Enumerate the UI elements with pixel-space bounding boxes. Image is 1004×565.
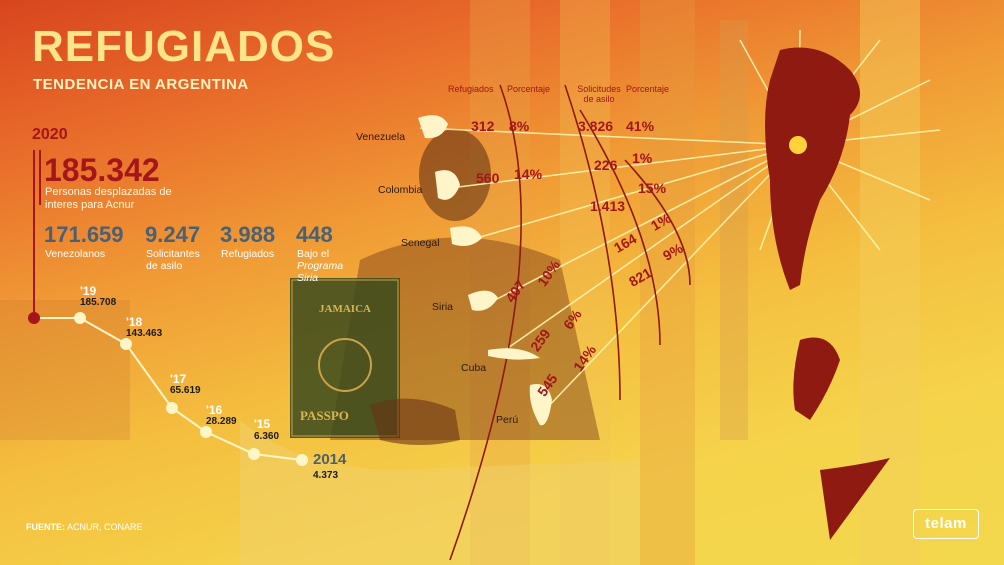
timeline-dot-2014 bbox=[296, 454, 308, 466]
telam-logo-text: telam bbox=[925, 515, 967, 532]
country-siria: Siria bbox=[432, 301, 454, 313]
timeline-value-2014: 4.373 bbox=[313, 470, 339, 481]
country-cuba: Cuba bbox=[461, 362, 487, 374]
source-label: FUENTE: bbox=[26, 522, 65, 532]
ref-pct-colombia: 14% bbox=[514, 166, 543, 182]
timeline-dot-2018 bbox=[120, 338, 132, 350]
source-note: FUENTE: ACNUR, CONARE bbox=[26, 522, 143, 532]
ref-venezuela: 312 bbox=[471, 118, 495, 134]
ref-pct-venezuela: 8% bbox=[509, 118, 530, 134]
sol-senegal: 1.413 bbox=[590, 198, 626, 214]
stat-label-refugiados: Refugiados bbox=[221, 248, 275, 260]
col-header-solicitudes: Solicitudes de asilo bbox=[577, 84, 621, 104]
cuba-shape bbox=[488, 348, 540, 360]
page-title: REFUGIADOS bbox=[32, 22, 336, 71]
timeline-value-2017: 65.619 bbox=[170, 385, 201, 396]
venezuela-shape bbox=[418, 115, 448, 139]
summary-total-desc: Personas desplazadas de interes para Acn… bbox=[45, 186, 172, 211]
summary-year: 2020 bbox=[32, 126, 68, 143]
stat-value-refugiados: 3.988 bbox=[220, 222, 276, 247]
ref-colombia: 560 bbox=[476, 170, 500, 186]
timeline-line bbox=[33, 292, 303, 461]
sun-icon bbox=[789, 136, 807, 154]
arc-lines bbox=[449, 84, 691, 561]
colombia-shape bbox=[435, 170, 460, 200]
timeline-year-2014: 2014 bbox=[313, 451, 347, 468]
passport-country: JAMAICA bbox=[319, 303, 371, 315]
timeline-dot-2020 bbox=[28, 312, 40, 324]
summary-total: 185.342 bbox=[44, 152, 160, 188]
argentina-map bbox=[765, 47, 860, 290]
stat-value-venezolanos: 171.659 bbox=[44, 222, 124, 247]
stat-value-siria: 448 bbox=[296, 222, 333, 247]
timeline-value-2016: 28.289 bbox=[206, 416, 237, 427]
timeline-dot-2017 bbox=[166, 402, 178, 414]
antarctica-map bbox=[820, 458, 890, 540]
sol-venezuela: 3.826 bbox=[578, 118, 614, 134]
senegal-shape bbox=[450, 226, 482, 246]
sol-colombia: 226 bbox=[594, 157, 618, 173]
country-venezuela: Venezuela bbox=[356, 131, 406, 143]
timeline-dot-2016 bbox=[200, 426, 212, 438]
timeline-dot-2019 bbox=[74, 312, 86, 324]
sol-pct-senegal: 15% bbox=[638, 180, 667, 196]
country-peru: Perú bbox=[496, 414, 519, 426]
passport-word: PASSPO bbox=[300, 408, 349, 423]
telam-logo: telam bbox=[913, 509, 979, 539]
page-subtitle: TENDENCIA EN ARGENTINA bbox=[33, 76, 249, 93]
timeline-year-2018: '18 bbox=[126, 315, 143, 329]
syria-shape bbox=[468, 290, 498, 311]
source-text: ACNUR, CONARE bbox=[67, 522, 143, 532]
col-header-porcentaje-1: Porcentaje bbox=[507, 84, 551, 94]
stat-value-solicitantes: 9.247 bbox=[145, 222, 201, 247]
sol-pct-colombia: 1% bbox=[632, 150, 653, 166]
timeline-value-2018: 143.463 bbox=[126, 328, 163, 339]
sol-pct-venezuela: 41% bbox=[626, 118, 655, 134]
stat-label-siria-pre: Bajo el bbox=[297, 248, 330, 260]
stat-label-solicitantes: Solicitantes de asilo bbox=[146, 248, 200, 272]
country-shapes bbox=[418, 115, 552, 426]
country-colombia: Colombia bbox=[378, 184, 423, 196]
stat-label-siria-em: Programa Siria bbox=[297, 260, 344, 284]
timeline-year-2016: '16 bbox=[206, 403, 223, 417]
timeline-year-2017: '17 bbox=[170, 372, 187, 386]
stat-label-siria: Bajo el Programa Siria bbox=[297, 248, 367, 284]
peru-shape bbox=[529, 384, 552, 426]
timeline-year-2015: '15 bbox=[254, 417, 271, 431]
timeline-value-2019: 185.708 bbox=[80, 297, 117, 308]
col-header-refugiados: Refugiados bbox=[448, 84, 494, 94]
country-senegal: Senegal bbox=[401, 237, 440, 249]
antarctic-islands bbox=[793, 337, 840, 420]
timeline-year-2019: '19 bbox=[80, 284, 97, 298]
timeline-value-2015: 6.360 bbox=[254, 431, 280, 442]
col-header-porcentaje-2: Porcentaje bbox=[626, 84, 670, 94]
timeline-dot-2015 bbox=[248, 448, 260, 460]
stat-label-venezolanos: Venezolanos bbox=[45, 248, 106, 260]
